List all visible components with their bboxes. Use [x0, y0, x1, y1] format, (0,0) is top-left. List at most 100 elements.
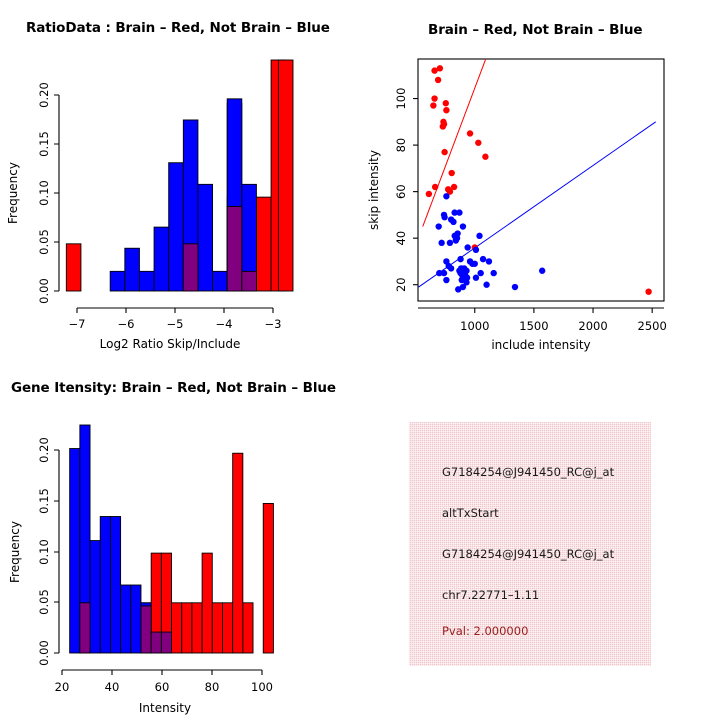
scatter-point: [454, 230, 461, 237]
panel-gene-info: G7184254@J941450_RC@j_at altTxStart G718…: [360, 360, 720, 720]
scatter-point: [483, 281, 490, 288]
scatter-point: [479, 255, 487, 263]
scatter-point: [438, 239, 445, 247]
histogram-bar: [226, 206, 243, 292]
histogram-bar: [211, 602, 223, 654]
svg-text:80: 80: [394, 138, 408, 153]
gene-histogram-svg: 0.00 0.05 0.10 0.15 0.20 20 40 60 80 100 Intensi…: [8, 424, 274, 715]
scatter-point: [466, 130, 474, 137]
svg-text:100: 100: [394, 88, 408, 110]
histogram-bar: [99, 516, 111, 654]
scatter-point: [472, 274, 480, 281]
scatter-point: [441, 148, 448, 156]
svg-text:−7: −7: [69, 317, 86, 331]
ratio-histogram-xlabel: Log2 Ratio Skip/Include: [100, 337, 241, 351]
histogram-bar: [232, 452, 244, 654]
scatter-svg: 20 40 60 80 100 1000 1500 2000 2500 include int…: [367, 58, 667, 352]
svg-text:0.05: 0.05: [37, 229, 51, 255]
scatter-title: Brain – Red, Not Brain – Blue: [428, 22, 643, 38]
scatter-point: [436, 269, 443, 277]
scatter-point: [450, 218, 457, 226]
svg-text:60: 60: [394, 184, 408, 199]
scatter-point: [455, 286, 462, 293]
svg-text:100: 100: [251, 680, 273, 694]
scatter-point: [482, 153, 489, 160]
gene-histogram-xlabel: Intensity: [139, 701, 191, 715]
svg-text:0.05: 0.05: [37, 589, 51, 615]
scatter-point: [472, 246, 480, 254]
scatter-point: [446, 239, 454, 247]
histogram-bar: [201, 552, 213, 654]
scatter-point: [459, 223, 467, 230]
histogram-bar: [150, 631, 162, 654]
gene-histogram-ylabel: Frequency: [8, 521, 22, 583]
ratio-histogram-title: RatioData : Brain – Red, Not Brain – Blu…: [26, 20, 330, 36]
scatter-point: [645, 288, 652, 295]
histogram-bar: [124, 247, 140, 292]
scatter-point: [475, 139, 482, 146]
svg-text:0.20: 0.20: [37, 437, 51, 463]
gene-info-probeset-id: G7184254@J941450_RC@j_at: [442, 465, 615, 479]
gene-histogram-bars: [69, 424, 274, 654]
histogram-bar: [160, 631, 172, 654]
scatter-point: [459, 283, 467, 291]
scatter-plot-frame: [417, 58, 665, 302]
histogram-bar: [69, 448, 81, 654]
scatter-point: [443, 106, 450, 114]
gene-info-box: G7184254@J941450_RC@j_at altTxStart G718…: [409, 422, 651, 666]
scatter-point: [439, 123, 447, 130]
scatter-point: [458, 276, 465, 284]
svg-text:−5: −5: [167, 317, 184, 331]
scatter-point: [431, 95, 438, 102]
scatter-point: [425, 190, 433, 198]
scatter-point: [490, 269, 497, 277]
scatter-point: [511, 283, 519, 291]
svg-text:1500: 1500: [519, 319, 548, 333]
histogram-bar: [262, 502, 274, 654]
scatter-point: [430, 102, 437, 109]
ratio-histogram-svg: 0.00 0.05 0.10 0.15 0.20 −7 −6 −5 −4 −3 Log2 Rat…: [6, 59, 294, 351]
scatter-point: [463, 274, 471, 281]
scatter-point: [431, 67, 438, 74]
scatter-xlabel: include intensity: [491, 338, 590, 352]
svg-text:1000: 1000: [460, 319, 489, 333]
histogram-bar: [168, 162, 184, 292]
scatter-point: [485, 258, 493, 265]
histogram-bar: [140, 605, 152, 654]
ratio-histogram-bars: [65, 59, 294, 292]
svg-text:40: 40: [105, 680, 120, 694]
svg-text:20: 20: [55, 680, 70, 694]
svg-text:0.20: 0.20: [37, 82, 51, 108]
svg-text:0.00: 0.00: [37, 278, 51, 304]
scatter-point: [477, 269, 484, 277]
histogram-bar: [109, 516, 122, 654]
scatter-point: [471, 260, 478, 267]
scatter-ylabel: skip intensity: [367, 150, 381, 230]
scatter-points: [425, 65, 652, 295]
not-brain-trend: [418, 121, 657, 288]
svg-text:−6: −6: [118, 317, 135, 331]
histogram-bar: [222, 602, 234, 654]
histogram-bar: [242, 602, 254, 654]
scatter-point: [434, 76, 442, 84]
brain-trend: [422, 59, 487, 227]
scatter-point: [463, 279, 470, 286]
svg-text:−4: −4: [216, 317, 233, 331]
scatter-point: [463, 267, 470, 274]
ratio-histogram-ylabel: Frequency: [6, 162, 20, 224]
scatter-point: [435, 223, 442, 230]
scatter-point: [442, 100, 449, 107]
scatter-point: [448, 169, 455, 177]
scatter-point: [457, 255, 464, 263]
svg-text:0.10: 0.10: [37, 180, 51, 206]
gene-info-locus: chr7.22771–1.11: [442, 588, 540, 602]
svg-text:80: 80: [205, 680, 220, 694]
svg-text:0.15: 0.15: [37, 131, 51, 157]
svg-text:0.15: 0.15: [37, 488, 51, 514]
scatter-point: [450, 183, 458, 191]
gene-info-probeset-id-2: G7184254@J941450_RC@j_at: [442, 547, 615, 561]
gene-info-event-type: altTxStart: [442, 506, 499, 520]
scatter-point: [441, 214, 448, 221]
panel-intensity-scatter: Brain – Red, Not Brain – Blue 20 40 60 80 10…: [360, 0, 720, 360]
